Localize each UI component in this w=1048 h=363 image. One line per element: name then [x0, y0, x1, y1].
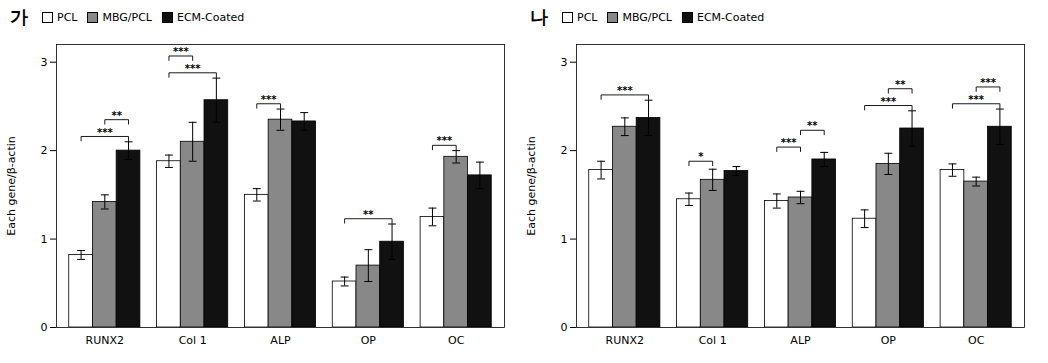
svg-text:OC: OC: [448, 334, 465, 347]
svg-text:Col 1: Col 1: [699, 334, 727, 347]
svg-text:ALP: ALP: [790, 334, 811, 347]
svg-text:OP: OP: [361, 334, 377, 347]
svg-text:1: 1: [561, 233, 568, 246]
svg-text:2: 2: [41, 144, 48, 157]
html-text:MBG/PCL: MBG/PCL: [102, 10, 152, 24]
svg-text:***: ***: [97, 127, 113, 138]
svg-text:***: ***: [781, 137, 797, 148]
svg-text:**: **: [895, 79, 906, 90]
svg-text:ALP: ALP: [270, 334, 291, 347]
html-text:MBG/PCL: MBG/PCL: [622, 10, 672, 24]
html-text:PCL: PCL: [57, 10, 78, 24]
svg-text:Col 1: Col 1: [179, 334, 207, 347]
svg-text:Each gene/β-actin: Each gene/β-actin: [5, 136, 18, 236]
svg-text:OP: OP: [881, 334, 897, 347]
svg-text:***: ***: [617, 85, 633, 96]
html-text:나: 나: [530, 6, 548, 27]
svg-text:1: 1: [41, 233, 48, 246]
html-text:PCL: PCL: [577, 10, 598, 24]
svg-text:**: **: [363, 209, 374, 220]
svg-text:2: 2: [561, 144, 568, 157]
svg-text:3: 3: [561, 56, 568, 69]
html-text:가: 가: [10, 6, 28, 27]
svg-text:0: 0: [41, 321, 48, 334]
svg-text:RUNX2: RUNX2: [86, 334, 124, 347]
svg-text:0: 0: [561, 321, 568, 334]
svg-text:Each gene/β-actin: Each gene/β-actin: [525, 136, 538, 236]
svg-text:***: ***: [185, 63, 201, 74]
svg-text:***: ***: [436, 135, 452, 146]
svg-text:3: 3: [41, 56, 48, 69]
svg-text:**: **: [111, 110, 122, 121]
svg-text:***: ***: [261, 94, 277, 105]
html-text:ECM-Coated: ECM-Coated: [177, 10, 245, 24]
svg-text:***: ***: [980, 77, 996, 88]
svg-text:*: *: [698, 151, 704, 162]
svg-text:**: **: [807, 120, 818, 131]
svg-text:OC: OC: [968, 334, 985, 347]
svg-text:***: ***: [968, 94, 984, 105]
svg-text:***: ***: [880, 96, 896, 107]
html-text:ECM-Coated: ECM-Coated: [697, 10, 765, 24]
svg-text:***: ***: [173, 46, 189, 57]
svg-text:RUNX2: RUNX2: [606, 334, 644, 347]
